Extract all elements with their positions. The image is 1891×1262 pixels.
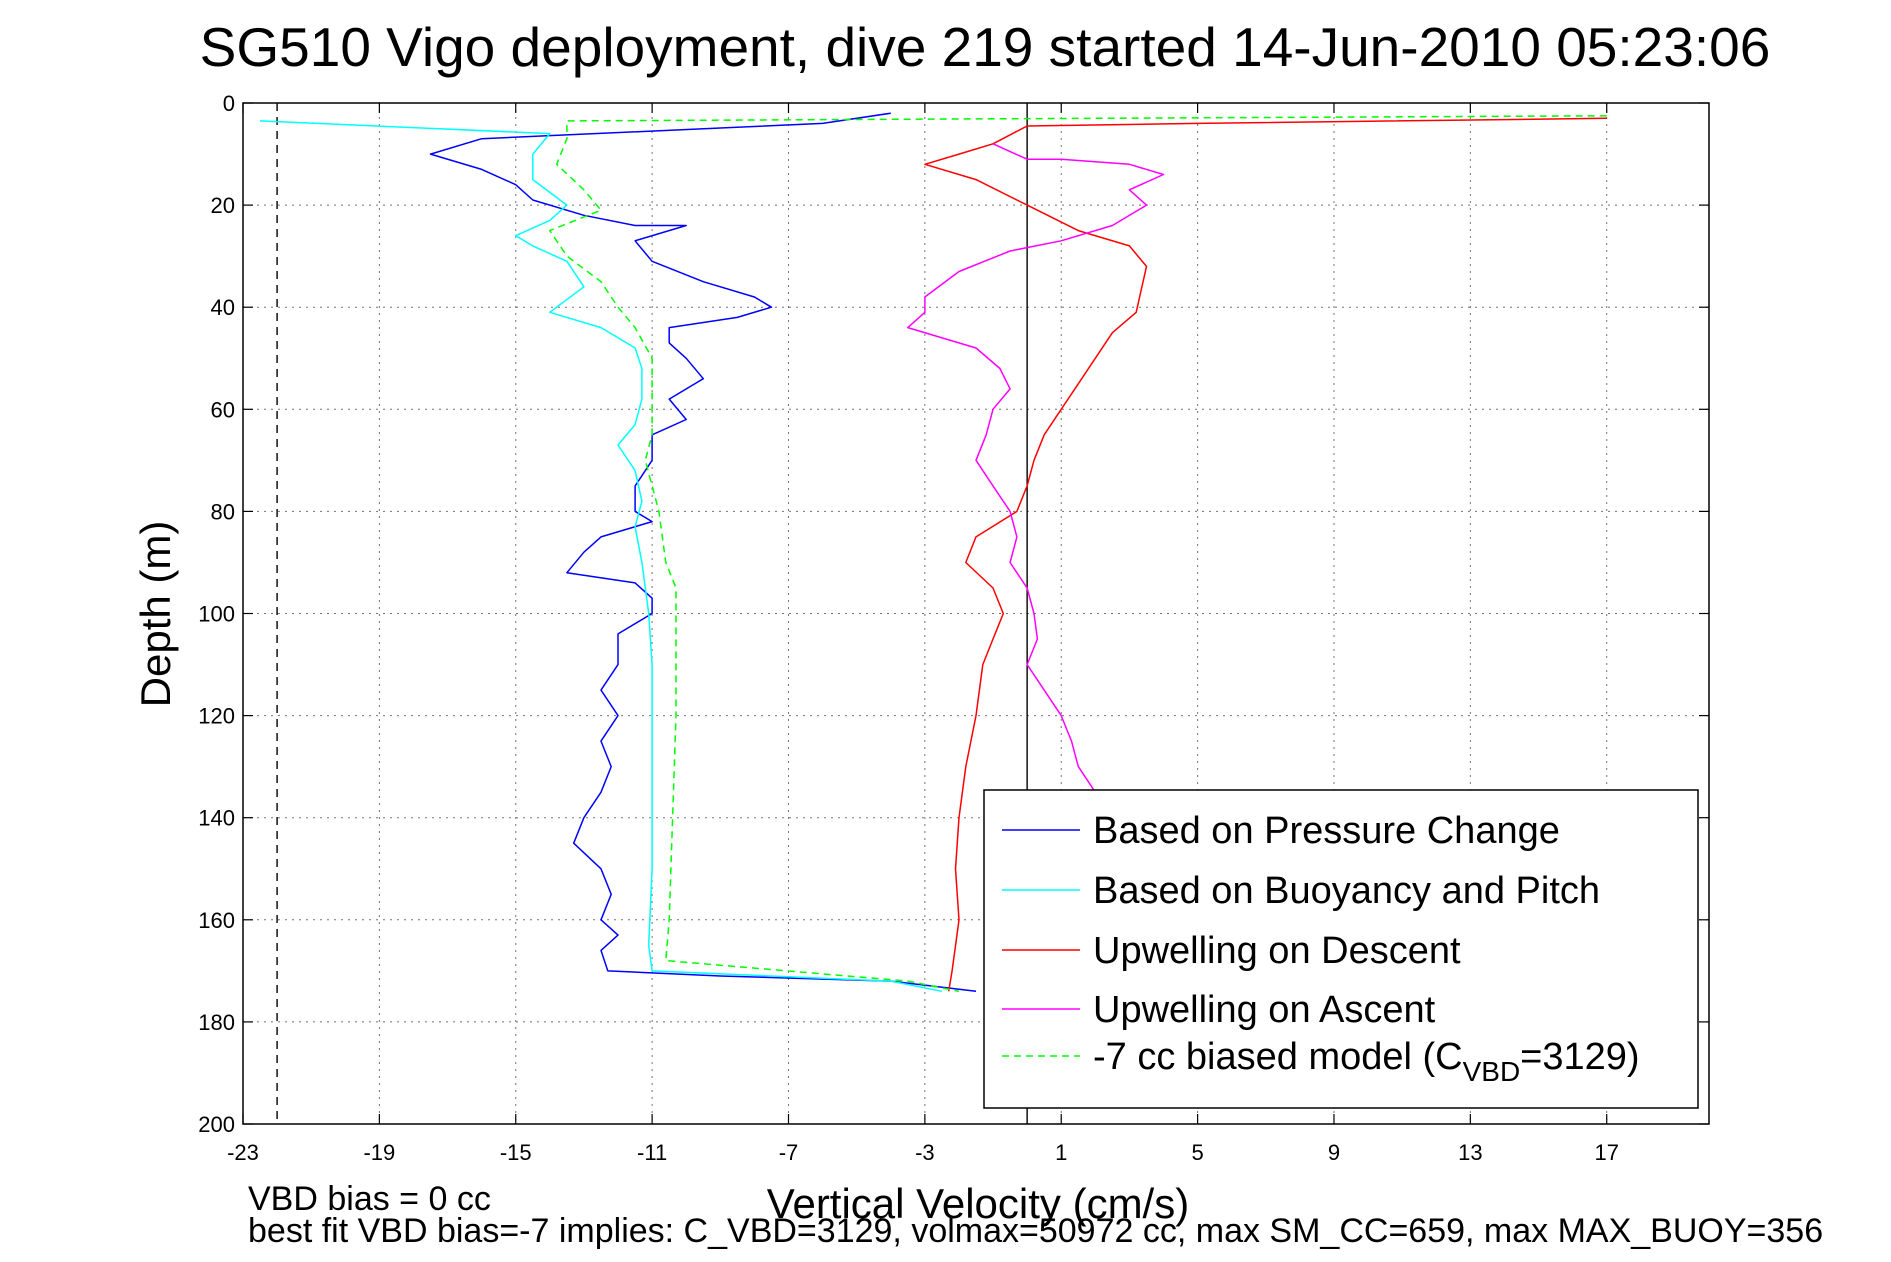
- x-axis-label: Vertical Velocity (cm/s): [767, 1180, 1189, 1227]
- x-tick-label: 9: [1328, 1140, 1340, 1165]
- x-tick-label: 1: [1055, 1140, 1067, 1165]
- y-tick-label: 60: [211, 397, 235, 422]
- legend-label: Upwelling on Ascent: [1093, 989, 1436, 1031]
- series-line-4: [549, 115, 1607, 993]
- chart-title: SG510 Vigo deployment, dive 219 started …: [200, 16, 1771, 78]
- x-tick-label: 13: [1458, 1140, 1482, 1165]
- plot-area: [259, 103, 1607, 1124]
- legend: Based on Pressure Change Based on Buoyanc…: [983, 789, 1699, 1109]
- y-axis: 0 20 40 60 80 100 120 140 160 180 200: [198, 91, 1709, 1137]
- x-tick-label: 17: [1594, 1140, 1618, 1165]
- y-tick-label: 120: [198, 704, 235, 729]
- legend-label: Based on Pressure Change: [1093, 810, 1560, 852]
- legend-box: [983, 789, 1699, 1109]
- y-tick-label: 160: [198, 908, 235, 933]
- x-tick-label: -19: [363, 1140, 395, 1165]
- legend-label: Based on Buoyancy and Pitch: [1093, 870, 1600, 912]
- y-axis-label: Depth (m): [132, 521, 179, 708]
- y-tick-label: 140: [198, 806, 235, 831]
- series-line-1: [259, 120, 943, 993]
- x-axis: -23 -19 -15 -11 -7 -3 1 5 9 13 17: [227, 103, 1619, 1165]
- y-tick-label: 20: [211, 193, 235, 218]
- y-tick-label: 200: [198, 1112, 235, 1137]
- legend-label: Upwelling on Descent: [1093, 930, 1461, 972]
- y-tick-label: 40: [211, 295, 235, 320]
- series-line-3: [907, 143, 1165, 971]
- y-tick-label: 100: [198, 602, 235, 627]
- x-tick-label: -11: [637, 1140, 667, 1165]
- footer-best-fit-line: best fit VBD bias=-7 implies: C_VBD=3129…: [248, 1212, 1824, 1250]
- plot-frame: [242, 102, 1710, 1125]
- x-tick-label: -7: [779, 1140, 799, 1165]
- y-tick-label: 180: [198, 1010, 235, 1035]
- x-tick-label: -23: [227, 1140, 259, 1165]
- footer-bias-line: VBD bias = 0 cc: [248, 1180, 491, 1218]
- series-line-0: [429, 112, 977, 993]
- y-tick-label: 80: [211, 499, 235, 524]
- y-tick-label: 0: [223, 91, 235, 116]
- x-tick-label: -3: [915, 1140, 935, 1165]
- x-tick-label: 5: [1191, 1140, 1203, 1165]
- series-line-2: [924, 117, 1607, 992]
- x-tick-label: -15: [500, 1140, 532, 1165]
